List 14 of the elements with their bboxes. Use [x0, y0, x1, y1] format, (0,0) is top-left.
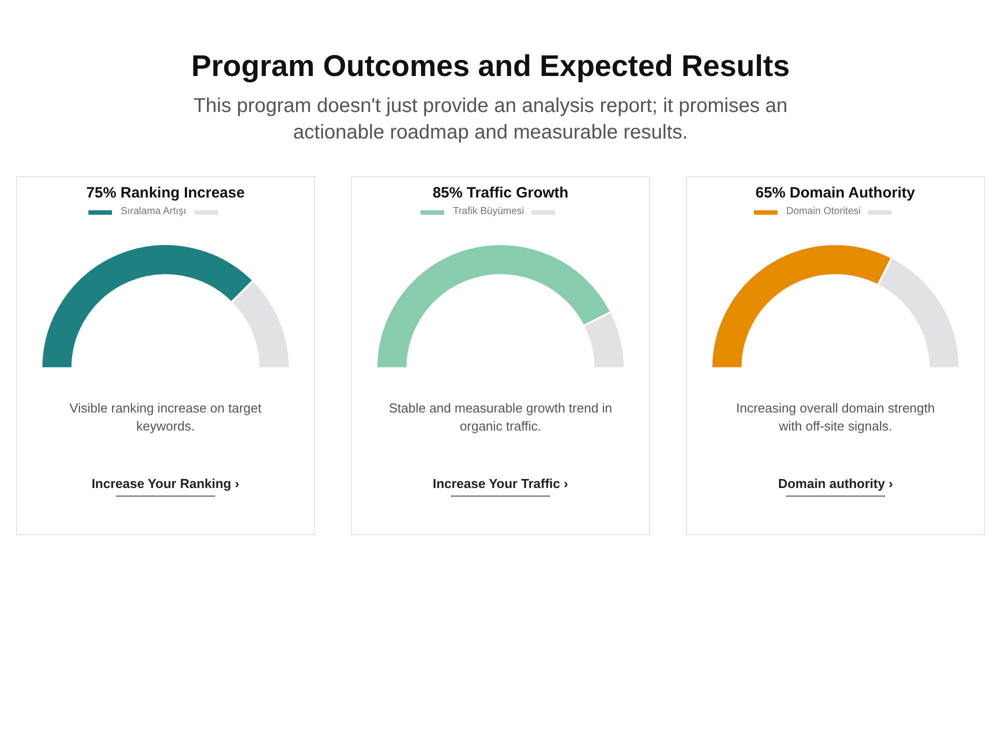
text: Increase Your Traffic ›	[432, 476, 568, 491]
legend-label: Sıralama Artışı	[120, 206, 186, 217]
text: Increasing overall domain strength with off-site signals.	[736, 400, 935, 434]
text: Domain authority ›	[778, 476, 893, 491]
text: This program doesn't just provide an analysis report; it promises an actionable roadmap and measurable results.	[193, 95, 788, 144]
legend-label: Trafik Büyümesi	[452, 206, 524, 217]
text: Program Outcomes and Expected Results	[191, 50, 790, 83]
chart-title: 65% Domain Authority	[755, 184, 916, 202]
text: Increase Your Ranking ›	[92, 476, 240, 491]
legend-label: Domain Otoritesi	[786, 206, 861, 217]
text: Visible ranking increase on target keywords.	[70, 400, 262, 434]
chart-title: 85% Traffic Growth	[432, 184, 568, 202]
text: Stable and measurable growth trend in organic traffic.	[388, 400, 612, 434]
chart-title: 75% Ranking Increase	[86, 184, 245, 202]
